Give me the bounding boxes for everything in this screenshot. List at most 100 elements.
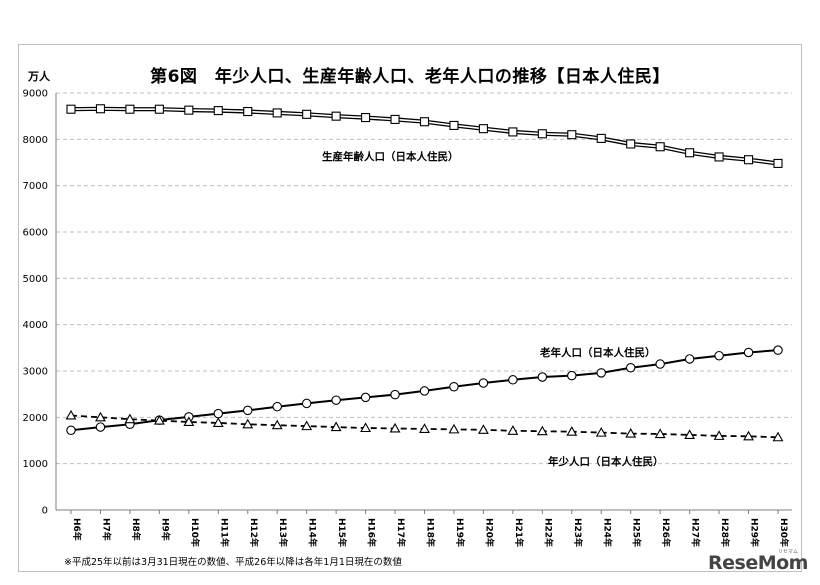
series-2-point-12: [419, 423, 430, 433]
series-0-point-21: [685, 148, 695, 158]
series-0-point-24: [773, 158, 783, 168]
x-tick-13: H19年: [454, 518, 466, 547]
series-1-point-6: [243, 405, 253, 416]
series-2-point-11: [389, 422, 401, 433]
resemom-logo: ReseMom: [708, 552, 808, 574]
series-2-point-0: [65, 409, 77, 420]
series-1-point-12: [419, 386, 430, 396]
y-tick-9000: 9000: [23, 89, 48, 100]
x-tick-18: H24年: [601, 518, 613, 547]
series-2-point-1: [95, 411, 106, 422]
series-2-point-8: [301, 420, 313, 431]
series-2-point-10: [360, 422, 372, 433]
series-0-point-23: [743, 155, 754, 165]
y-tick-7000: 7000: [23, 181, 48, 192]
series-2-point-5: [212, 417, 224, 427]
x-tick-1: H7年: [100, 518, 112, 541]
y-tick-6000: 6000: [23, 228, 48, 239]
series-1-point-21: [684, 354, 695, 364]
series-0-point-18: [596, 133, 606, 143]
series-1-point-22: [714, 350, 724, 361]
series-2-point-21: [684, 429, 696, 439]
series-0-point-11: [390, 114, 400, 124]
series-1-point-11: [390, 389, 400, 400]
x-tick-22: H28年: [719, 518, 731, 547]
series-2-point-19: [625, 427, 637, 438]
series-2-point-18: [595, 427, 607, 437]
series-1-point-20: [655, 359, 665, 369]
x-tick-7: H13年: [277, 518, 289, 547]
x-tick-9: H15年: [336, 518, 348, 547]
series-2-point-23: [743, 430, 754, 441]
series-0-point-1: [95, 104, 106, 114]
y-tick-0: 0: [42, 506, 48, 517]
series-1-point-18: [596, 368, 606, 378]
series-2-point-22: [713, 430, 725, 440]
series-2-point-3: [153, 414, 165, 425]
footnote: ※平成25年以前は3月31日現在の数値、平成26年以降は各年1月1日現在の数値: [64, 557, 402, 568]
series-0-point-10: [361, 113, 371, 123]
series-0-point-13: [449, 120, 459, 130]
x-tick-labels: H6年 H7年 H8年 H9年 H10年 H11年 H12年 H13年 H14年 H15年 H16年…: [71, 518, 790, 547]
series-2-point-13: [448, 423, 460, 434]
series-0-point-5: [213, 106, 223, 116]
series-1-point-19: [625, 363, 636, 373]
series-markers: [65, 104, 784, 442]
y-unit-label: 万人: [28, 70, 50, 83]
y-tick-1000: 1000: [23, 459, 48, 470]
series-0-point-2: [125, 104, 135, 114]
x-tick-6: H12年: [248, 518, 260, 547]
series-0-point-9: [331, 111, 341, 121]
x-tick-0: H6年: [71, 518, 83, 541]
series-1-point-9: [331, 395, 341, 405]
series-2-point-15: [507, 425, 519, 435]
series-0-point-8: [302, 109, 312, 119]
series-label-working-age: 生産年齢人口（日本人住民）: [322, 150, 459, 163]
series-2-point-7: [271, 419, 283, 430]
y-tick-8000: 8000: [23, 135, 48, 146]
series-0-point-4: [184, 105, 194, 115]
series-0-point-17: [567, 130, 577, 140]
series-2-point-24: [772, 431, 784, 442]
x-tick-11: H17年: [395, 518, 407, 547]
series-0-point-16: [537, 129, 547, 139]
x-tick-15: H21年: [513, 518, 525, 547]
y-tick-5000: 5000: [23, 274, 48, 285]
series-1-point-8: [301, 398, 312, 409]
series-2-point-6: [242, 418, 254, 429]
x-tick-8: H14年: [307, 518, 319, 547]
series-label-youth: 年少人口（日本人住民）: [548, 455, 664, 468]
x-tick-16: H22年: [542, 518, 554, 547]
series-1-point-14: [478, 378, 489, 388]
x-tick-24: H30年: [778, 518, 790, 547]
x-tick-20: H26年: [660, 518, 672, 547]
series-0-point-20: [655, 142, 665, 152]
gridlines: [55, 92, 792, 514]
x-tick-19: H25年: [631, 518, 643, 547]
x-tick-3: H9年: [159, 518, 171, 541]
series-1-point-15: [508, 375, 518, 385]
series-2-point-2: [124, 413, 136, 424]
x-tick-23: H29年: [749, 518, 761, 547]
x-tick-2: H8年: [130, 518, 142, 541]
series-0-point-6: [243, 106, 253, 117]
series-0-point-7: [272, 108, 282, 118]
series-1-point-7: [272, 401, 282, 412]
series-0-point-3: [154, 104, 164, 114]
series-0-point-14: [478, 124, 488, 134]
series-1-point-16: [537, 372, 548, 382]
series-labels: 生産年齢人口（日本人住民） 老年人口（日本人住民） 年少人口（日本人住民）: [322, 150, 664, 468]
series-2-point-17: [566, 426, 578, 436]
series-2-point-9: [330, 421, 342, 432]
series-1-point-5: [213, 408, 224, 419]
y-tick-2000: 2000: [23, 413, 48, 424]
series-2-point-20: [654, 428, 666, 439]
chart-title: 第6図 年少人口、生産年齢人口、老年人口の推移【日本人住民】: [150, 67, 670, 87]
series-0-point-0: [66, 104, 76, 114]
chart-frame: [18, 44, 802, 572]
series-2-point-16: [536, 425, 548, 436]
x-tick-21: H27年: [690, 518, 702, 547]
series-1-point-10: [360, 392, 371, 403]
y-tick-3000: 3000: [23, 367, 48, 378]
